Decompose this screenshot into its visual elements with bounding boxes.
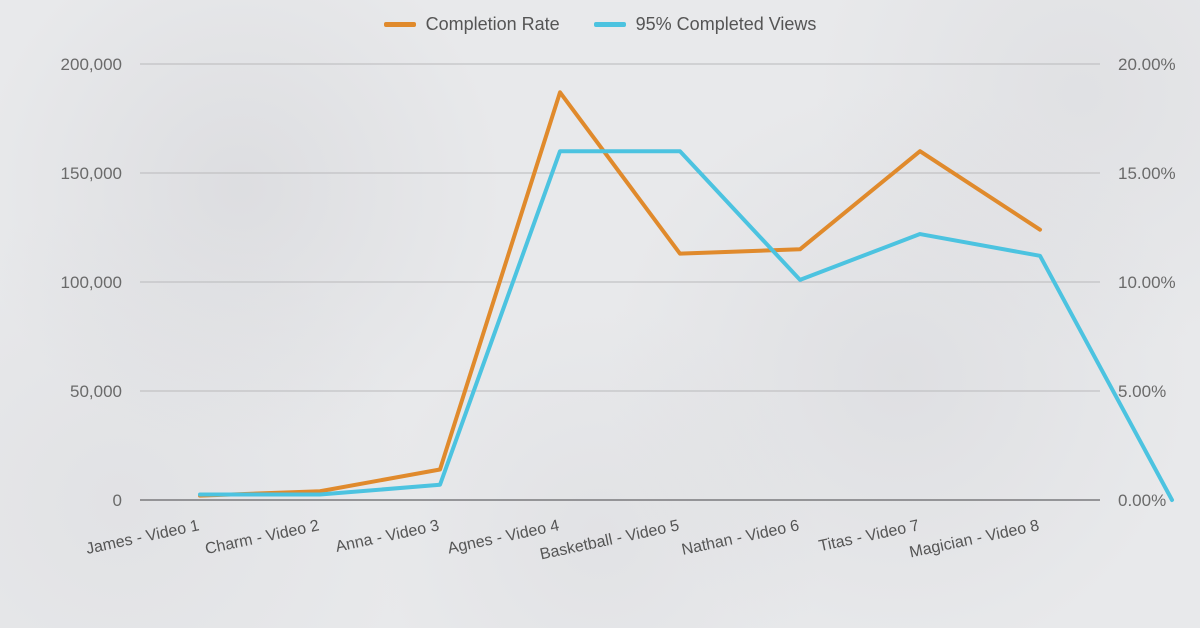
legend-item-completion-rate: Completion Rate: [384, 14, 560, 35]
y-right-tick-label: 20.00%: [1118, 55, 1176, 74]
x-category-label: Anna - Video 3: [334, 517, 441, 556]
legend-swatch: [594, 22, 626, 27]
x-category-label: Magician - Video 8: [908, 517, 1041, 561]
y-left-tick-label: 150,000: [61, 164, 122, 183]
y-left-tick-label: 200,000: [61, 55, 122, 74]
x-category-label: James - Video 1: [84, 517, 200, 558]
legend: Completion Rate 95% Completed Views: [0, 14, 1200, 35]
y-right-tick-label: 0.00%: [1118, 491, 1166, 510]
legend-item-completed-views: 95% Completed Views: [594, 14, 817, 35]
y-right-tick-label: 10.00%: [1118, 273, 1176, 292]
x-category-label: Nathan - Video 6: [680, 517, 801, 559]
x-category-label: Basketball - Video 5: [538, 517, 681, 563]
y-left-tick-label: 50,000: [70, 382, 122, 401]
y-right-tick-label: 15.00%: [1118, 164, 1176, 183]
legend-label: 95% Completed Views: [636, 14, 817, 35]
y-left-tick-label: 100,000: [61, 273, 122, 292]
chart-container: Completion Rate 95% Completed Views 0 50,…: [0, 0, 1200, 628]
x-category-label: Charm - Video 2: [204, 517, 321, 558]
x-category-label: Titas - Video 7: [817, 517, 921, 555]
legend-label: Completion Rate: [426, 14, 560, 35]
legend-swatch: [384, 22, 416, 27]
line-chart: 0 50,000 100,000 150,000 200,000 0.00% 5.00% 10…: [0, 0, 1200, 628]
y-left-tick-label: 0: [113, 491, 122, 510]
y-right-tick-label: 5.00%: [1118, 382, 1166, 401]
series-line: [200, 151, 1172, 500]
